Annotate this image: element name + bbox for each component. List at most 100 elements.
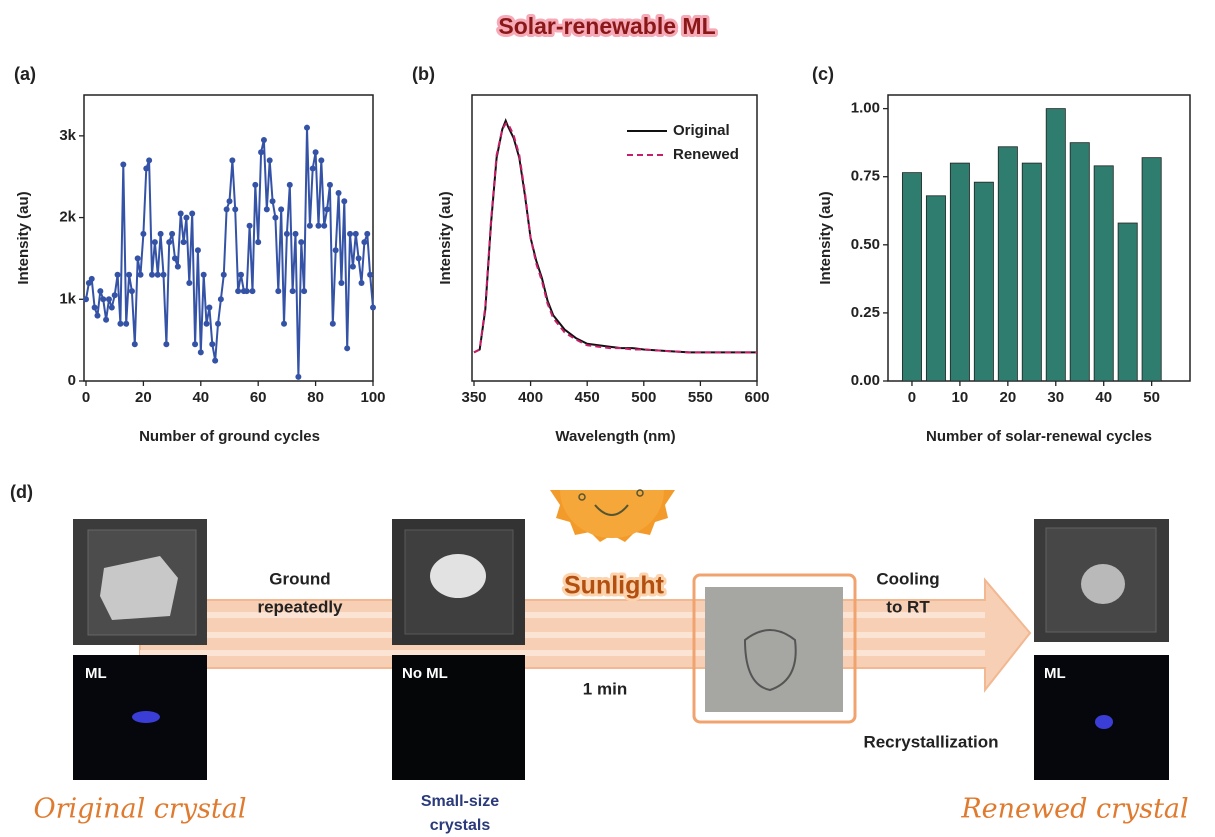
panel-label: (a)	[14, 64, 36, 84]
data-point	[318, 157, 324, 163]
data-point	[138, 272, 144, 278]
data-point	[310, 166, 316, 172]
data-point	[261, 137, 267, 143]
plot-frame	[84, 95, 373, 381]
x-tick-label: 500	[631, 389, 656, 406]
data-point	[129, 288, 135, 294]
data-point	[115, 272, 121, 278]
data-point	[195, 247, 201, 253]
data-point	[249, 288, 255, 294]
x-tick-label: 0	[82, 389, 90, 406]
y-tick-label: 0.25	[851, 304, 880, 321]
legend-label: Renewed	[673, 146, 739, 163]
figure-title: Solar-renewable ML	[498, 13, 715, 39]
x-tick-label: 600	[744, 389, 769, 406]
x-tick-label: 50	[1143, 389, 1160, 406]
data-point	[172, 255, 178, 261]
panel-label: (c)	[812, 64, 834, 84]
y-tick-label: 3k	[59, 127, 76, 144]
caption: Small-size	[421, 793, 499, 810]
data-point	[135, 255, 141, 261]
data-point	[224, 206, 230, 212]
data-point	[112, 292, 118, 298]
data-point	[370, 304, 376, 310]
bar	[1142, 158, 1161, 381]
data-point	[336, 190, 342, 196]
data-point	[247, 223, 253, 229]
caption: crystals	[430, 817, 491, 834]
data-point	[198, 349, 204, 355]
bar	[1118, 223, 1137, 381]
step-label: repeatedly	[257, 597, 343, 616]
x-tick-label: 80	[307, 389, 324, 406]
data-point	[146, 157, 152, 163]
data-point	[183, 215, 189, 221]
data-point	[359, 280, 365, 286]
data-point	[313, 149, 319, 155]
data-point	[132, 341, 138, 347]
x-tick-label: 400	[518, 389, 543, 406]
data-point	[293, 231, 299, 237]
data-point	[212, 358, 218, 364]
data-point	[258, 149, 264, 155]
x-tick-label: 450	[575, 389, 600, 406]
data-point	[327, 182, 333, 188]
data-point	[264, 206, 270, 212]
y-axis-label: Intensity (au)	[15, 191, 32, 284]
data-point	[169, 231, 175, 237]
data-point	[166, 239, 172, 245]
data-point	[175, 264, 181, 270]
data-point	[100, 296, 106, 302]
x-tick-label: 60	[250, 389, 267, 406]
y-axis-label: Intensity (au)	[437, 191, 454, 284]
data-point	[117, 321, 123, 327]
data-point	[181, 239, 187, 245]
y-tick-label: 0	[68, 372, 76, 389]
data-point	[333, 247, 339, 253]
data-point	[215, 321, 221, 327]
x-tick-label: 550	[688, 389, 713, 406]
data-point	[330, 321, 336, 327]
data-point	[92, 304, 98, 310]
data-point	[186, 280, 192, 286]
data-point	[206, 304, 212, 310]
diagram: (d)	[10, 482, 1189, 834]
caption: Original crystal	[33, 794, 246, 825]
data-point	[235, 288, 241, 294]
step-label: Ground	[269, 569, 330, 588]
bar	[1046, 109, 1065, 381]
data-point	[158, 231, 164, 237]
bar	[950, 163, 969, 381]
panel-label: (b)	[412, 64, 435, 84]
time-label: 1 min	[583, 679, 627, 698]
data-point	[143, 166, 149, 172]
y-tick-label: 0.50	[851, 236, 880, 253]
data-point	[120, 161, 126, 167]
data-point	[244, 288, 250, 294]
bar	[1094, 166, 1113, 381]
panel-label: (d)	[10, 482, 33, 502]
x-tick-label: 20	[135, 389, 152, 406]
data-point	[83, 296, 89, 302]
data-point	[155, 272, 161, 278]
data-point	[284, 231, 290, 237]
x-axis-label: Number of solar-renewal cycles	[926, 428, 1152, 445]
data-point	[192, 341, 198, 347]
figure: Solar-renewable ML (d)	[0, 0, 1215, 837]
x-tick-label: 40	[1095, 389, 1112, 406]
x-tick-label: 40	[192, 389, 209, 406]
y-tick-label: 1.00	[851, 100, 880, 117]
x-tick-label: 30	[1047, 389, 1064, 406]
data-point	[356, 255, 362, 261]
data-point	[272, 215, 278, 221]
data-point	[270, 198, 276, 204]
data-point	[347, 231, 353, 237]
step-label: Cooling	[876, 569, 939, 588]
data-point	[287, 182, 293, 188]
data-point	[204, 321, 210, 327]
x-tick-label: 10	[952, 389, 969, 406]
data-point	[252, 182, 258, 188]
x-tick-label: 100	[360, 389, 385, 406]
data-point	[229, 157, 235, 163]
legend-label: Original	[673, 122, 730, 139]
